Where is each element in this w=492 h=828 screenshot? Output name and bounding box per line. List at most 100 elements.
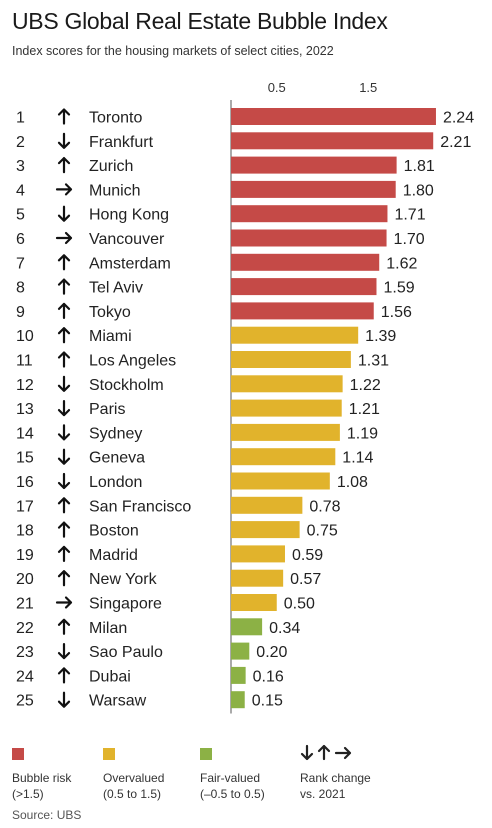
rank-change-up-arrow-icon: [57, 618, 71, 635]
bar: [231, 375, 343, 393]
city-label: Toronto: [89, 110, 142, 127]
bar-chart: 0.5 1.5 1 Toronto 2.24 2 Frankfurt 2.21 3 Zurich 1…: [16, 80, 474, 714]
city-label: Boston: [89, 523, 139, 540]
city-label: Amsterdam: [89, 255, 171, 272]
bar: [231, 496, 303, 514]
bar: [231, 229, 387, 247]
legend-fair-label: Fair-valued: [200, 771, 261, 785]
bar: [231, 521, 300, 539]
rank-number: 4: [16, 182, 25, 199]
value-label: 1.14: [342, 450, 373, 467]
city-label: Tel Aviv: [89, 280, 143, 297]
rank-change-up-arrow-icon: [57, 570, 71, 587]
rank-change-up-arrow-icon: [57, 278, 71, 295]
legend-bubble: Bubble risk (>1.5): [12, 770, 71, 802]
value-label: 1.70: [394, 231, 425, 248]
rank-number: 13: [16, 401, 34, 418]
rank-number: 1: [16, 110, 25, 127]
bar: [231, 302, 374, 320]
rank-change-down-arrow-icon: [57, 375, 71, 392]
rank-number: 23: [16, 644, 34, 661]
value-label: 0.78: [309, 498, 340, 515]
rank-number: 10: [16, 328, 34, 345]
rank-number: 12: [16, 377, 34, 394]
x-tick-label: 0.5: [268, 80, 286, 95]
city-label: Frankfurt: [89, 134, 154, 151]
city-label: Madrid: [89, 547, 138, 564]
chart-subtitle: Index scores for the housing markets of …: [12, 44, 334, 58]
legend-rank-arrows-icon: [300, 744, 352, 761]
value-label: 1.56: [381, 304, 412, 321]
rank-change-down-arrow-icon: [57, 448, 71, 465]
value-label: 0.50: [284, 596, 315, 613]
rank-number: 19: [16, 547, 34, 564]
city-label: Paris: [89, 401, 125, 418]
legend-over-range: (0.5 to 1.5): [103, 787, 162, 801]
city-label: Tokyo: [89, 304, 131, 321]
value-label: 1.19: [347, 425, 378, 442]
rank-number: 15: [16, 450, 34, 467]
rank-number: 2: [16, 134, 25, 151]
city-label: Sao Paulo: [89, 644, 163, 661]
legend-bubble-label: Bubble risk: [12, 771, 72, 785]
bar: [231, 132, 434, 150]
rank-change-right-arrow-icon: [55, 231, 73, 245]
city-label: Stockholm: [89, 377, 164, 394]
legend-over: Overvalued (0.5 to 1.5): [103, 770, 164, 802]
rank-change-down-arrow-icon: [57, 132, 71, 149]
rank-number: 18: [16, 523, 34, 540]
city-label: London: [89, 474, 142, 491]
value-label: 0.59: [292, 547, 323, 564]
value-label: 0.57: [290, 571, 321, 588]
rank-change-down-arrow-icon: [57, 205, 71, 222]
rank-change-down-arrow-icon: [57, 424, 71, 441]
value-label: 0.16: [253, 668, 284, 685]
rank-change-up-arrow-icon: [57, 108, 71, 125]
rank-number: 24: [16, 668, 34, 685]
rank-change-down-arrow-icon: [57, 472, 71, 490]
city-label: Zurich: [89, 158, 133, 175]
value-label: 1.22: [350, 377, 381, 394]
rank-number: 21: [16, 596, 34, 613]
value-label: 1.08: [337, 474, 368, 491]
city-label: Sydney: [89, 425, 142, 442]
rank-number: 22: [16, 620, 34, 637]
value-label: 2.21: [440, 134, 471, 151]
city-label: Vancouver: [89, 231, 165, 248]
city-label: Los Angeles: [89, 353, 176, 370]
legend-fair: Fair-valued (–0.5 to 0.5): [200, 770, 265, 802]
city-label: New York: [89, 571, 158, 588]
legend-over-label: Overvalued: [103, 771, 165, 785]
rank-change-right-arrow-icon: [55, 183, 73, 196]
rank-number: 9: [16, 304, 25, 321]
legend-swatch-fair: [200, 748, 212, 760]
value-label: 1.31: [358, 353, 389, 370]
rank-change-up-arrow-icon: [57, 497, 71, 514]
bar: [231, 399, 342, 417]
bar: [231, 326, 359, 344]
bar: [231, 642, 250, 660]
city-label: Singapore: [89, 596, 162, 613]
value-label: 2.24: [443, 110, 474, 127]
legend-fair-range: (–0.5 to 0.5): [200, 787, 265, 801]
rank-change-up-arrow-icon: [57, 156, 71, 174]
value-label: 1.62: [386, 255, 417, 272]
bar: [231, 448, 336, 466]
rank-change-down-arrow-icon: [57, 400, 71, 417]
rank-change-up-arrow-icon: [57, 545, 71, 562]
bar: [231, 108, 436, 125]
legend-swatch-over: [103, 748, 115, 760]
value-label: 1.59: [383, 280, 414, 297]
rank-change-up-arrow-icon: [57, 302, 71, 319]
value-label: 1.80: [403, 182, 434, 199]
city-label: Hong Kong: [89, 207, 169, 224]
value-label: 0.15: [252, 693, 283, 710]
chart-title: UBS Global Real Estate Bubble Index: [12, 8, 388, 34]
rank-change-down-arrow-icon: [57, 691, 71, 708]
bar: [231, 618, 263, 636]
bar: [231, 472, 330, 490]
rank-change-up-arrow-icon: [57, 351, 71, 368]
city-label: Milan: [89, 620, 127, 637]
value-label: 1.81: [404, 158, 435, 175]
rank-number: 14: [16, 425, 34, 442]
